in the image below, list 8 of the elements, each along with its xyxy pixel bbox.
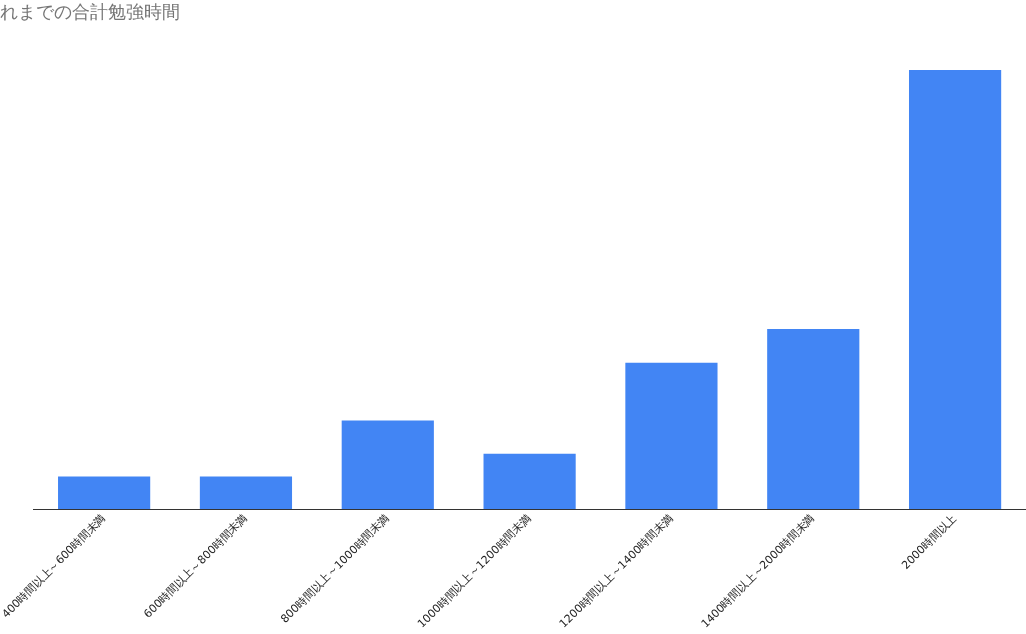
bar [341,420,434,510]
bar [767,329,860,510]
bar [625,362,718,510]
bar [58,476,151,510]
bar [199,476,293,510]
bar [908,70,1002,510]
chart-title: れまでの合計勉強時間 [0,0,180,24]
bar [483,453,576,510]
